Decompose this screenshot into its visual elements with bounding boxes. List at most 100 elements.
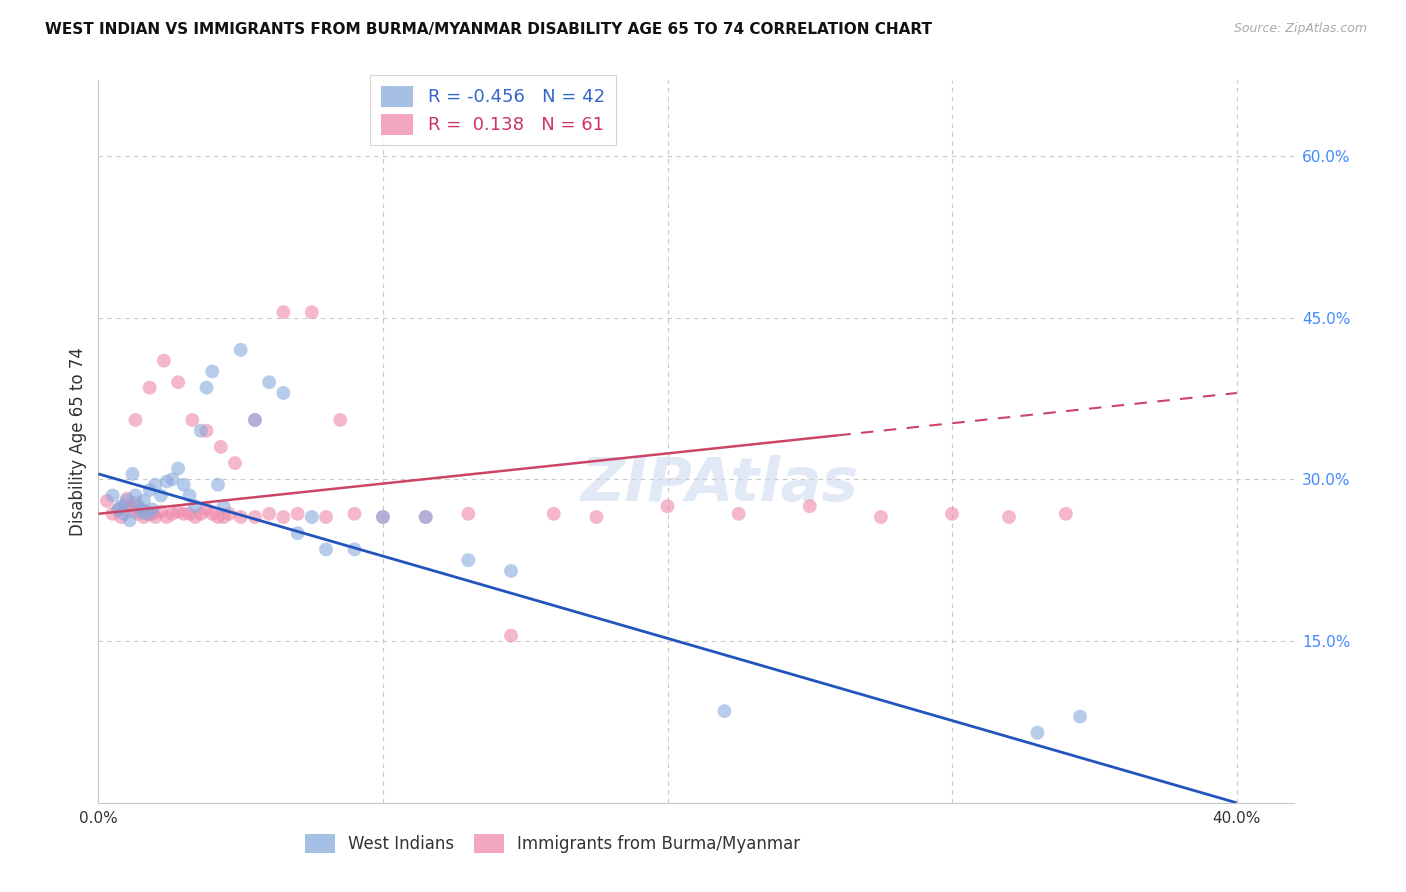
Point — [727, 507, 749, 521]
Point — [201, 364, 224, 378]
Point — [209, 440, 232, 454]
Point — [1054, 507, 1077, 521]
Point — [329, 413, 352, 427]
Point — [124, 496, 146, 510]
Point — [273, 386, 295, 401]
Point — [156, 475, 179, 489]
Point — [156, 510, 179, 524]
Point — [457, 553, 479, 567]
Point — [110, 500, 132, 514]
Point — [499, 564, 522, 578]
Point — [243, 413, 266, 427]
Point — [257, 376, 280, 390]
Point — [107, 502, 129, 516]
Point — [179, 488, 201, 502]
Point — [101, 488, 124, 502]
Y-axis label: Disability Age 65 to 74: Disability Age 65 to 74 — [69, 347, 87, 536]
Point — [162, 507, 184, 521]
Point — [110, 510, 132, 524]
Point — [273, 305, 295, 319]
Point — [207, 510, 229, 524]
Point — [287, 507, 309, 521]
Point — [870, 510, 893, 524]
Point — [207, 477, 229, 491]
Point — [167, 505, 190, 519]
Point — [184, 510, 207, 524]
Point — [243, 510, 266, 524]
Point — [273, 510, 295, 524]
Point — [499, 629, 522, 643]
Point — [184, 500, 207, 514]
Point — [107, 502, 129, 516]
Point — [150, 505, 173, 519]
Point — [138, 381, 160, 395]
Point — [195, 381, 218, 395]
Point — [201, 507, 224, 521]
Point — [243, 413, 266, 427]
Point — [190, 424, 212, 438]
Point — [212, 510, 235, 524]
Point — [141, 507, 163, 521]
Point — [138, 507, 160, 521]
Legend: West Indians, Immigrants from Burma/Myanmar: West Indians, Immigrants from Burma/Myan… — [298, 827, 807, 860]
Point — [173, 477, 195, 491]
Point — [371, 510, 394, 524]
Point — [129, 505, 152, 519]
Point — [115, 491, 138, 506]
Point — [153, 353, 176, 368]
Point — [127, 507, 149, 521]
Point — [343, 507, 366, 521]
Point — [112, 500, 135, 514]
Point — [224, 456, 246, 470]
Point — [132, 493, 155, 508]
Point — [121, 467, 143, 481]
Point — [657, 500, 679, 514]
Point — [229, 343, 252, 357]
Point — [138, 483, 160, 497]
Point — [315, 542, 337, 557]
Point — [132, 510, 155, 524]
Text: WEST INDIAN VS IMMIGRANTS FROM BURMA/MYANMAR DISABILITY AGE 65 TO 74 CORRELATION: WEST INDIAN VS IMMIGRANTS FROM BURMA/MYA… — [45, 22, 932, 37]
Text: ZIPAtlas: ZIPAtlas — [581, 456, 859, 515]
Point — [179, 507, 201, 521]
Point — [121, 505, 143, 519]
Point — [195, 424, 218, 438]
Point — [1026, 725, 1049, 739]
Point — [124, 413, 146, 427]
Point — [585, 510, 607, 524]
Point — [799, 500, 821, 514]
Point — [162, 472, 184, 486]
Point — [101, 507, 124, 521]
Point — [118, 513, 141, 527]
Point — [371, 510, 394, 524]
Point — [1069, 709, 1091, 723]
Point — [127, 500, 149, 514]
Point — [96, 493, 118, 508]
Point — [998, 510, 1021, 524]
Point — [415, 510, 437, 524]
Point — [135, 505, 157, 519]
Point — [129, 502, 152, 516]
Point — [457, 507, 479, 521]
Point — [167, 461, 190, 475]
Point — [229, 510, 252, 524]
Point — [543, 507, 565, 521]
Point — [190, 507, 212, 521]
Point — [315, 510, 337, 524]
Point — [257, 507, 280, 521]
Point — [143, 510, 166, 524]
Point — [115, 493, 138, 508]
Point — [195, 502, 218, 516]
Text: Source: ZipAtlas.com: Source: ZipAtlas.com — [1233, 22, 1367, 36]
Point — [112, 507, 135, 521]
Point — [212, 500, 235, 514]
Point — [181, 413, 204, 427]
Point — [218, 507, 240, 521]
Point — [173, 507, 195, 521]
Point — [150, 488, 173, 502]
Point — [141, 502, 163, 516]
Point — [167, 376, 190, 390]
Point — [301, 510, 323, 524]
Point — [415, 510, 437, 524]
Point — [287, 526, 309, 541]
